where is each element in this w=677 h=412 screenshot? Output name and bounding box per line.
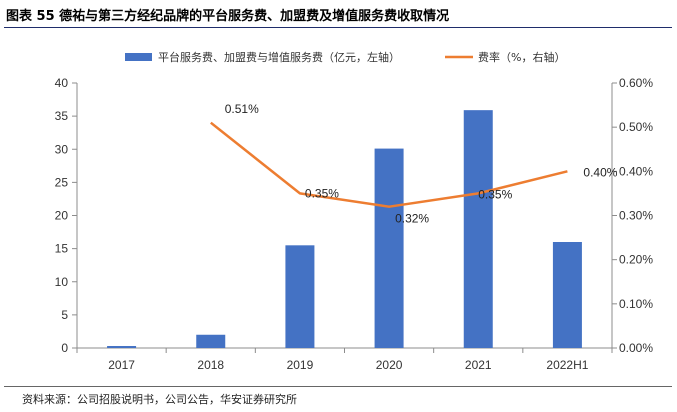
line-series: 0.51% 0.35% 0.32% 0.35% 0.40% [210,102,618,226]
left-axis-tick-label: 5 [61,308,68,322]
axes: 0 5 10 15 20 25 30 35 40 0.00% 0.10% 0.20% 0.30% 0.40… [55,76,654,372]
right-axis-tick-label: 0.60% [619,76,653,90]
legend-bar-swatch [125,53,152,61]
bar [285,245,315,348]
legend-line-label: 费率（%，右轴） [478,50,565,64]
right-axis-tick-label: 0.20% [619,253,653,267]
left-axis-tick-label: 40 [55,76,69,90]
left-axis-tick-label: 30 [55,142,69,156]
legend: 平台服务费、加盟费与增值服务费（亿元，左轴） 费率（%，右轴） [125,50,565,64]
bar [107,346,137,348]
bar [196,334,226,348]
bar [374,148,404,348]
rate-data-label: 0.40% [583,165,617,179]
bar [552,242,582,348]
footer-divider [4,386,672,387]
rate-data-label: 0.35% [478,187,512,201]
x-axis-tick-label: 2019 [287,358,314,372]
x-axis-tick-label: 2017 [108,358,135,372]
rate-line [210,121,568,208]
bar [463,110,493,348]
title-divider [4,27,672,28]
rate-data-label: 0.51% [225,102,259,116]
left-axis-tick-label: 35 [55,109,69,123]
x-axis-tick-label: 2020 [376,358,403,372]
rate-data-label: 0.32% [395,212,429,226]
right-axis-tick-label: 0.40% [619,164,653,178]
right-axis-tick-label: 0.30% [619,209,653,223]
chart-title: 图表 55 德祐与第三方经纪品牌的平台服务费、加盟费及增值服务费收取情况 [6,9,450,24]
bar-series [107,110,582,348]
left-axis-tick-label: 10 [55,275,69,289]
right-axis-tick-label: 0.50% [619,120,653,134]
left-axis-tick-label: 0 [61,341,68,355]
legend-bar-label: 平台服务费、加盟费与增值服务费（亿元，左轴） [158,50,400,64]
x-axis-tick-label: 2021 [465,358,492,372]
right-axis-tick-label: 0.10% [619,297,653,311]
rate-data-label: 0.35% [305,186,339,200]
left-axis-tick-label: 20 [55,209,69,223]
x-axis-tick-label: 2022H1 [546,358,588,372]
source-note: 资料来源：公司招股说明书，公司公告，华安证券研究所 [22,393,297,406]
right-axis-tick-label: 0.00% [619,341,653,355]
left-axis-tick-label: 25 [55,175,69,189]
x-axis-tick-label: 2018 [197,358,224,372]
left-axis-tick-label: 15 [55,242,69,256]
